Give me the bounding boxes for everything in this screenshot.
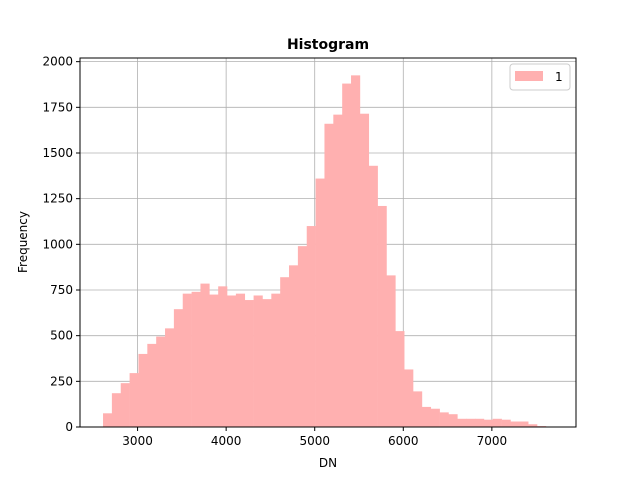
histogram-bar	[413, 391, 423, 427]
histogram-bar	[483, 419, 494, 427]
y-tick-label: 1250	[42, 192, 73, 206]
histogram-bar	[333, 114, 343, 427]
histogram-bar	[404, 369, 414, 427]
x-tick-label: 5000	[299, 434, 330, 448]
histogram-bar	[253, 295, 263, 427]
x-tick-label: 7000	[477, 434, 508, 448]
histogram-bar	[200, 283, 210, 427]
histogram-bar	[306, 226, 316, 427]
x-axis-ticks: 3000 4000 5000 6000 7000	[122, 427, 507, 448]
histogram-bar	[359, 113, 370, 428]
y-tick-label: 2000	[42, 55, 73, 69]
histogram-bar	[297, 246, 308, 427]
histogram-bar	[165, 328, 175, 427]
histogram-bar	[227, 295, 237, 427]
histogram-bar	[280, 277, 290, 427]
histogram-bar	[120, 383, 130, 427]
y-tick-label: 1000	[42, 237, 73, 251]
legend: 1	[509, 63, 571, 91]
histogram-bar	[475, 418, 485, 427]
histogram-bar	[244, 300, 254, 427]
histogram-bar	[129, 373, 139, 427]
histogram-bar	[315, 178, 325, 427]
y-tick-label: 0	[65, 420, 73, 434]
histogram-bar	[368, 165, 378, 427]
histogram-bar	[147, 343, 157, 427]
histogram-bar	[209, 294, 219, 427]
histogram-bar	[103, 413, 113, 427]
chart-title: Histogram	[287, 37, 369, 53]
histogram-bar	[421, 406, 432, 427]
y-tick-label: 1500	[42, 146, 73, 160]
x-tick-label: 6000	[388, 434, 419, 448]
histogram-bar	[351, 75, 361, 428]
histogram-bar	[138, 353, 148, 427]
y-tick-label: 250	[50, 374, 73, 388]
x-axis-label: DN	[319, 456, 337, 470]
histogram-bar	[377, 205, 387, 427]
y-axis-label: Frequency	[16, 211, 30, 273]
histogram-bar	[395, 331, 405, 427]
histogram-bar	[501, 419, 511, 427]
histogram-bar	[111, 393, 122, 427]
x-tick-label: 3000	[122, 434, 153, 448]
histogram-bars	[103, 75, 547, 428]
histogram-bar	[342, 83, 352, 428]
y-axis-ticks: 0 250 500 750 1000 1250 1500 1750 2000	[42, 55, 80, 434]
x-tick-label: 4000	[211, 434, 242, 448]
histogram-bar	[430, 408, 440, 427]
histogram-bar	[271, 293, 281, 427]
histogram-bar	[262, 299, 272, 427]
histogram-bar	[156, 336, 166, 427]
legend-entry-1: 1	[555, 70, 563, 84]
legend-swatch	[515, 71, 543, 81]
histogram-bar	[528, 424, 538, 427]
histogram-bar	[439, 412, 449, 427]
histogram-bar	[457, 418, 467, 427]
histogram-bar	[289, 265, 299, 427]
y-tick-label: 500	[50, 329, 73, 343]
histogram-bar	[519, 421, 529, 427]
histogram-bar	[386, 275, 396, 427]
histogram-bar	[191, 291, 201, 427]
histogram-bar	[218, 286, 228, 427]
histogram-bar	[182, 293, 192, 427]
histogram-bar	[510, 421, 520, 427]
histogram-bar	[324, 123, 334, 427]
histogram-bar	[173, 309, 184, 427]
histogram-bar	[448, 414, 458, 427]
plot-frame	[79, 57, 577, 428]
histogram-bar	[466, 418, 476, 427]
histogram-bar	[235, 293, 246, 427]
histogram-bar	[492, 418, 502, 427]
y-tick-label: 1750	[42, 100, 73, 114]
y-tick-label: 750	[50, 283, 73, 297]
